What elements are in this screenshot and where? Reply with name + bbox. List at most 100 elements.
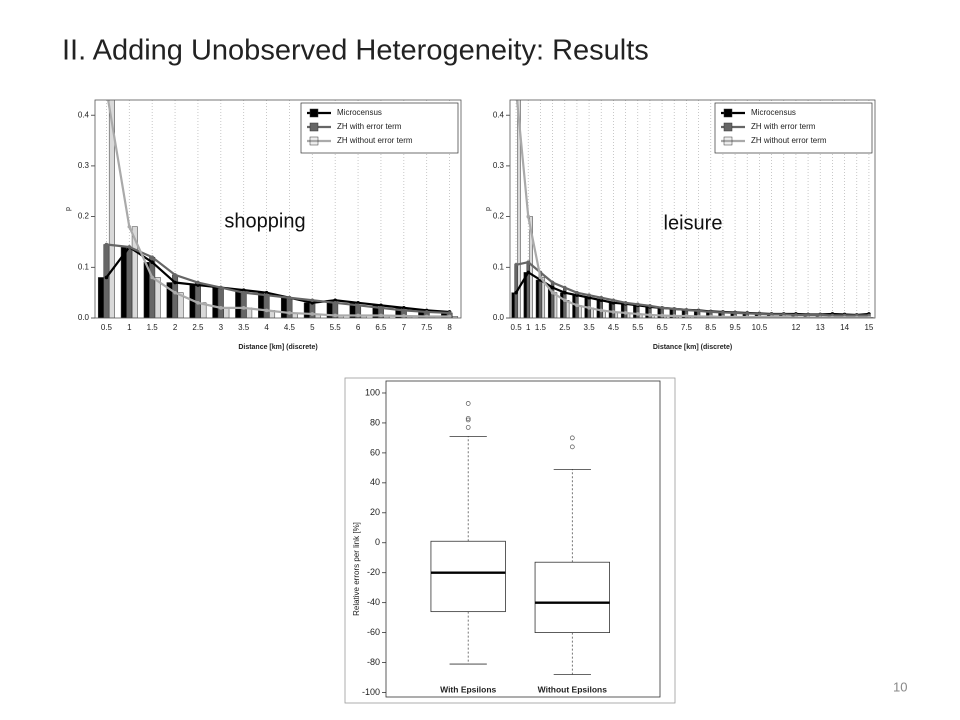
series-point bbox=[356, 313, 360, 318]
bar bbox=[547, 287, 552, 318]
series-line bbox=[107, 100, 450, 318]
plot-frame bbox=[94, 99, 462, 319]
bar bbox=[541, 277, 546, 318]
series-point bbox=[794, 313, 798, 317]
bar bbox=[280, 297, 287, 318]
legend-label: ZH with error term bbox=[337, 122, 402, 131]
series-point bbox=[745, 315, 750, 318]
series-point bbox=[173, 290, 177, 295]
series-point bbox=[684, 308, 689, 312]
bar bbox=[620, 303, 625, 318]
series-point bbox=[526, 260, 531, 265]
series-point bbox=[696, 314, 701, 318]
y-tick-label: 20 bbox=[370, 507, 380, 517]
series-point bbox=[648, 313, 652, 317]
series-point bbox=[708, 314, 713, 318]
y-tick-label: 0.0 bbox=[493, 313, 505, 322]
series-point bbox=[587, 295, 591, 300]
x-tick-label: 0.5 bbox=[511, 323, 523, 332]
series-point bbox=[241, 306, 246, 310]
x-tick-label: 13 bbox=[816, 323, 825, 332]
series-point bbox=[757, 315, 762, 318]
series-point bbox=[424, 314, 429, 318]
y-tick-label: 0.1 bbox=[78, 262, 90, 271]
series-point bbox=[842, 315, 847, 318]
outlier bbox=[465, 425, 471, 430]
x-tick-label: 15 bbox=[864, 323, 873, 332]
series-point bbox=[402, 314, 406, 318]
series-point bbox=[721, 315, 725, 318]
series-point bbox=[769, 312, 774, 317]
legend-swatch bbox=[309, 122, 319, 132]
series-point bbox=[379, 303, 383, 308]
x-tick-label: 9.5 bbox=[730, 323, 742, 332]
bar bbox=[258, 292, 265, 318]
series-point bbox=[264, 308, 269, 313]
series-line bbox=[515, 261, 869, 317]
x-tick-label: 2.5 bbox=[559, 323, 571, 332]
bar bbox=[126, 246, 133, 318]
series-point bbox=[333, 300, 337, 305]
series-point bbox=[127, 245, 132, 249]
bar bbox=[235, 289, 242, 318]
series-point bbox=[623, 311, 628, 315]
series-point bbox=[769, 315, 774, 318]
series-point bbox=[830, 315, 835, 318]
bar bbox=[149, 256, 156, 318]
series-point bbox=[562, 298, 567, 303]
y-tick-label: 0.3 bbox=[493, 161, 505, 170]
annotation: leisure bbox=[664, 212, 723, 234]
x-tick-label: With Epsilons bbox=[440, 684, 496, 694]
series-point bbox=[660, 306, 664, 310]
y-tick-label: 0.4 bbox=[78, 110, 90, 119]
y-axis-label: p bbox=[65, 207, 72, 211]
x-tick-label: Without Epsilons bbox=[538, 684, 608, 694]
series-point bbox=[219, 285, 223, 290]
series-point bbox=[696, 309, 701, 313]
series-point bbox=[794, 315, 798, 318]
series-point bbox=[241, 288, 246, 292]
series-point bbox=[196, 283, 200, 287]
series-point bbox=[196, 280, 200, 285]
series-point bbox=[587, 293, 591, 297]
series-point bbox=[219, 306, 223, 310]
bar bbox=[223, 307, 230, 318]
y-tick-label: 0.2 bbox=[78, 212, 90, 221]
series-point bbox=[721, 310, 725, 315]
annotation: shopping bbox=[224, 210, 305, 232]
box-chart: -100 -80 -60 -40 -20 0 20 40 60 80 100 Relative err… bbox=[344, 377, 676, 704]
series-point bbox=[538, 275, 543, 280]
series-point bbox=[526, 270, 531, 275]
x-tick-label: 7.5 bbox=[681, 323, 693, 332]
bar bbox=[645, 306, 649, 318]
series-point bbox=[733, 315, 737, 318]
bar bbox=[97, 277, 104, 318]
x-axis-label: Distance [km] (discrete) bbox=[238, 344, 317, 351]
series-point bbox=[648, 304, 652, 308]
series-point bbox=[310, 300, 315, 305]
series-point bbox=[708, 310, 713, 314]
x-tick-label: 7.5 bbox=[421, 323, 433, 332]
x-tick-label: 10.5 bbox=[752, 323, 768, 332]
bar-chart: 0.0 0.1 0.2 0.3 0.4 0.5 1 1.5 2 2.5 3 3.5 4 4.5 5 5.5 6 6… bbox=[60, 95, 465, 357]
series-point bbox=[611, 298, 616, 303]
x-tick-label: 12 bbox=[791, 323, 800, 332]
x-tick-label: 6.5 bbox=[657, 323, 669, 332]
x-axis-label: Distance [km] (discrete) bbox=[653, 344, 732, 351]
series-point bbox=[150, 255, 154, 259]
series-point bbox=[196, 300, 200, 305]
series-point bbox=[127, 224, 132, 229]
bar bbox=[560, 292, 564, 318]
bar bbox=[212, 287, 219, 318]
series-point bbox=[757, 312, 762, 316]
series-point bbox=[173, 273, 177, 277]
series-point bbox=[867, 315, 871, 318]
x-tick-label: 6 bbox=[356, 323, 361, 332]
x-tick-label: 5.5 bbox=[632, 323, 644, 332]
legend-label: Microcensus bbox=[337, 108, 382, 117]
x-tick-label: 6.5 bbox=[375, 323, 387, 332]
series-point bbox=[818, 315, 823, 318]
series-line bbox=[106, 243, 450, 315]
series-point bbox=[733, 311, 737, 315]
